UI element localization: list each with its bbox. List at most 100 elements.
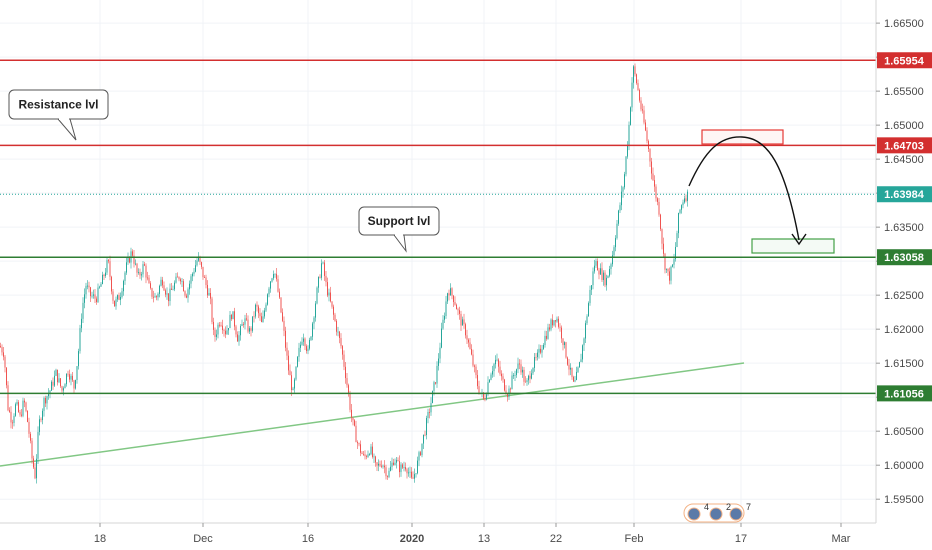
candle-body [136, 263, 138, 273]
candle-body [297, 356, 298, 367]
candle-body [460, 313, 462, 326]
candle-body [564, 342, 565, 346]
candle-body [666, 268, 667, 270]
candle-body [486, 394, 487, 400]
candle-body [81, 318, 82, 329]
candle-body [673, 259, 675, 265]
candle-body [301, 341, 303, 345]
candle-body [517, 363, 519, 370]
candle-body [463, 319, 465, 325]
candle-body [205, 277, 207, 285]
candle-body [339, 331, 340, 338]
candle-body [255, 304, 256, 317]
candle-body [274, 273, 276, 275]
candle-body [31, 440, 33, 459]
candle-body [499, 366, 501, 374]
candle-body [661, 229, 663, 244]
candle-body [126, 262, 127, 273]
candle-body [198, 256, 199, 261]
candle-body [109, 261, 111, 277]
candle-body [361, 452, 363, 454]
candle-body [505, 390, 507, 395]
support-target-box[interactable] [751, 238, 835, 254]
candle-body [363, 453, 364, 455]
candle-body [466, 335, 468, 340]
candle-body [576, 371, 577, 381]
candle-body [372, 446, 373, 457]
candle-body [51, 381, 52, 391]
callout-box[interactable] [8, 89, 109, 120]
price-level-pill [877, 186, 932, 203]
candle-body [187, 289, 189, 298]
time-axis[interactable]: 18 Dec 16 2020 13 22 Feb 17 Mar [94, 523, 851, 545]
y-tick-label: 1.65500 [884, 86, 924, 98]
candle-body [55, 369, 57, 376]
candle-body [102, 274, 103, 285]
candle-body [556, 318, 558, 322]
candle-body [114, 300, 115, 307]
candle-body [241, 323, 243, 326]
candle-body [423, 434, 424, 444]
candle-body [408, 472, 409, 474]
candle-body [37, 432, 39, 459]
candle-body [582, 345, 583, 360]
candle-body [22, 400, 24, 416]
candle-body [313, 317, 315, 324]
candle-body [178, 277, 180, 280]
candle-body [315, 303, 316, 318]
candle-body [94, 294, 96, 299]
candle-body [243, 323, 244, 325]
price-level-pill-label: 1.65954 [884, 55, 925, 67]
tradingview-badge[interactable]: 4 2 7 [683, 502, 751, 523]
candle-body [531, 373, 532, 379]
candle-body [588, 303, 589, 317]
candle-body [85, 285, 87, 295]
candle-body [547, 327, 549, 339]
candle-body [654, 180, 655, 187]
candle-body [192, 273, 193, 277]
candle-body [385, 467, 387, 477]
candle-body [63, 388, 64, 391]
candle-body [232, 311, 234, 320]
candle-body [495, 359, 496, 365]
candle-body [171, 288, 172, 290]
candle-body [259, 313, 261, 317]
candle-body [148, 277, 150, 284]
candle-body [628, 124, 630, 146]
candle-body [561, 327, 562, 339]
candle-body [679, 209, 681, 213]
price-level-labels: 1.65954 1.64703 1.63984 1.63058 1.61056 [877, 52, 932, 402]
candle-body [19, 411, 21, 415]
candle-body [153, 296, 154, 298]
candle-body [667, 268, 669, 272]
candlestick-series [0, 63, 688, 484]
candle-body [607, 275, 609, 278]
candle-body [300, 344, 301, 348]
candle-body [346, 378, 348, 386]
candle-body [195, 265, 196, 272]
candle-body [303, 338, 304, 342]
candle-body [45, 397, 46, 404]
candle-body [589, 289, 591, 304]
candle-body [559, 326, 561, 328]
candle-body [391, 462, 393, 467]
candle-body [78, 351, 79, 367]
candle-body [496, 359, 498, 361]
callouts: Resistance lvl Support lvl [8, 89, 440, 253]
candle-body [640, 100, 642, 110]
candle-body [138, 272, 139, 273]
candle-body [276, 273, 277, 280]
y-tick-label: 1.66500 [884, 18, 924, 30]
candle-body [93, 294, 94, 296]
candle-body [364, 454, 366, 457]
candle-body [61, 386, 63, 391]
candle-body [244, 318, 246, 325]
x-tick-label: 22 [550, 533, 562, 545]
candle-body [235, 326, 237, 335]
candle-body [421, 443, 423, 456]
candle-body [273, 274, 274, 279]
callout-tail [393, 234, 407, 253]
candle-body [249, 328, 250, 332]
